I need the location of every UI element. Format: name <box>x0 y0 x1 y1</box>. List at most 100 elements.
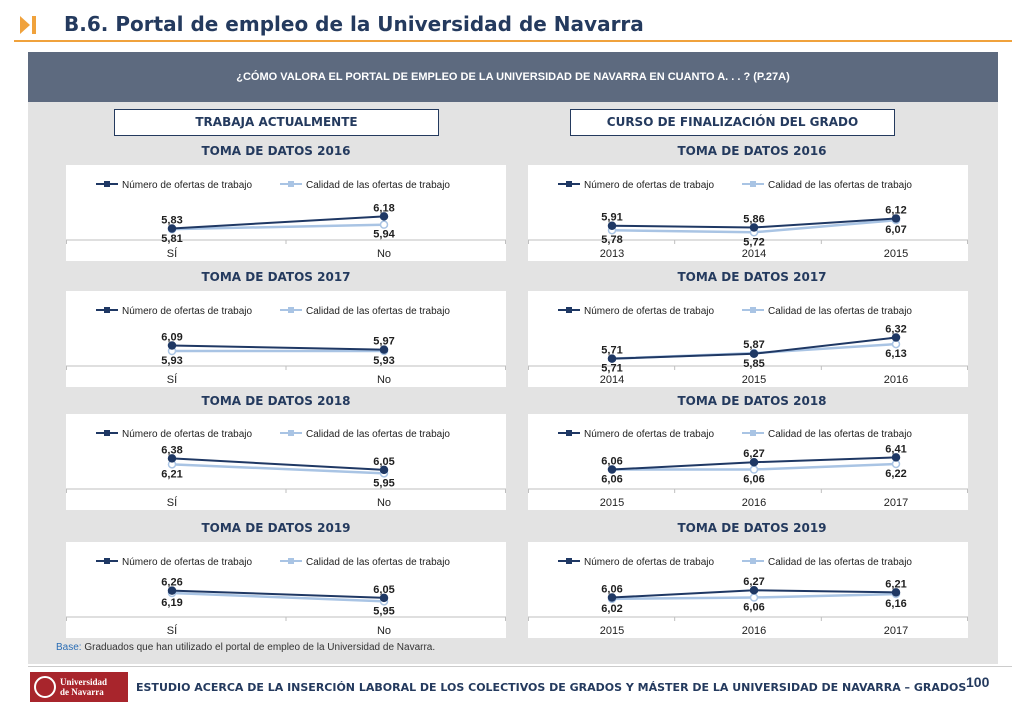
chart-svg: Número de ofertas de trabajo Calidad de l… <box>66 306 506 386</box>
chart-left-2019: Número de ofertas de trabajo Calidad de l… <box>66 542 506 638</box>
base-note: Base: Graduados que han utilizado el por… <box>56 642 435 653</box>
x-tick-label: 2016 <box>742 625 766 637</box>
series-line <box>171 457 385 471</box>
legend-marker <box>750 430 756 436</box>
series-line <box>171 215 385 230</box>
x-tick-label: No <box>377 374 391 386</box>
data-label: 6,06 <box>743 602 764 614</box>
chart-title-right-2017: TOMA DE DATOS 2017 <box>677 270 827 284</box>
chart-left-2017: Número de ofertas de trabajo Calidad de l… <box>66 291 506 387</box>
data-label: 5,87 <box>743 339 764 351</box>
series-line <box>171 591 385 603</box>
chart-right-2019: Número de ofertas de trabajo Calidad de l… <box>528 542 968 638</box>
data-point <box>749 223 759 232</box>
chart-svg: Número de ofertas de trabajo Calidad de l… <box>66 180 506 260</box>
data-label: 6,09 <box>161 331 182 343</box>
chart-right-2016: Número de ofertas de trabajo Calidad de l… <box>528 165 968 261</box>
data-label: 6,16 <box>885 598 906 610</box>
chart-right-2017: Número de ofertas de trabajo Calidad de l… <box>528 291 968 387</box>
data-label: 6,41 <box>885 443 906 455</box>
legend-marker <box>750 558 756 564</box>
data-label: 6,21 <box>885 578 906 590</box>
legend-label: Calidad de las ofertas de trabajo <box>768 180 912 191</box>
data-point <box>379 593 389 603</box>
legend-marker <box>750 307 756 313</box>
series-line <box>171 344 385 351</box>
chevron-right-icon <box>20 16 36 34</box>
chart-svg: Número de ofertas de trabajo Calidad de l… <box>528 180 968 260</box>
chart-svg: Número de ofertas de trabajo Calidad de l… <box>528 306 968 386</box>
data-label: 6,06 <box>743 474 764 486</box>
chart-svg: Número de ofertas de trabajo Calidad de l… <box>528 429 968 509</box>
data-point <box>607 593 617 602</box>
data-label: 6,13 <box>885 348 906 360</box>
data-label: 5,97 <box>373 336 394 348</box>
chart-right-2018: Número de ofertas de trabajo Calidad de l… <box>528 414 968 510</box>
question-banner: ¿CÓMO VALORA EL PORTAL DE EMPLEO DE LA U… <box>28 52 998 102</box>
footer-divider <box>28 666 1012 667</box>
seal-icon <box>34 676 56 698</box>
chart-svg: Número de ofertas de trabajo Calidad de l… <box>528 557 968 637</box>
x-tick-label: 2014 <box>600 374 624 386</box>
data-label: 6,18 <box>373 202 394 214</box>
footer-text: ESTUDIO ACERCA DE LA INSERCIÓN LABORAL D… <box>136 681 967 694</box>
data-point <box>891 588 901 597</box>
legend-label: Número de ofertas de trabajo <box>122 557 253 568</box>
page-number: 100 <box>966 674 990 690</box>
legend-label: Calidad de las ofertas de trabajo <box>306 180 450 191</box>
right-column-header: CURSO DE FINALIZACIÓN DEL GRADO <box>570 109 895 136</box>
data-point <box>379 220 389 229</box>
base-label: Base: <box>56 642 82 653</box>
chart-title-right-2018: TOMA DE DATOS 2018 <box>677 394 827 408</box>
x-tick-label: 2017 <box>884 625 908 637</box>
legend-marker <box>566 558 572 564</box>
data-point <box>607 354 617 363</box>
data-point <box>749 457 759 467</box>
legend-marker <box>566 430 572 436</box>
data-label: 6,19 <box>161 597 182 609</box>
data-point <box>167 224 177 233</box>
legend-marker <box>104 430 110 436</box>
legend-label: Número de ofertas de trabajo <box>122 306 253 317</box>
data-label: 6,32 <box>885 324 906 336</box>
data-label: 5,72 <box>743 236 764 248</box>
x-tick-label: SÍ <box>167 624 178 637</box>
legend-label: Calidad de las ofertas de trabajo <box>306 557 450 568</box>
data-label: 5,95 <box>373 605 394 617</box>
x-tick-label: 2015 <box>884 248 908 260</box>
data-label: 6,22 <box>885 468 906 480</box>
legend-label: Número de ofertas de trabajo <box>584 306 715 317</box>
data-label: 5,91 <box>601 212 622 224</box>
data-label: 5,86 <box>743 213 764 225</box>
x-tick-label: 2013 <box>600 248 624 260</box>
data-label: 6,27 <box>743 448 764 460</box>
legend-marker <box>566 181 572 187</box>
legend-marker <box>288 558 294 564</box>
logo-line2: de Navarra <box>60 687 104 697</box>
data-point <box>749 593 759 602</box>
data-label: 6,05 <box>373 584 394 596</box>
series-line <box>171 223 385 231</box>
base-text: Graduados que han utilizado el portal de… <box>81 642 436 653</box>
chart-title-left-2018: TOMA DE DATOS 2018 <box>201 394 351 408</box>
chart-left-2016: Número de ofertas de trabajo Calidad de l… <box>66 165 506 261</box>
legend-label: Calidad de las ofertas de trabajo <box>306 429 450 440</box>
data-point <box>607 465 617 474</box>
data-label: 5,93 <box>161 355 182 367</box>
data-point <box>607 221 617 230</box>
data-label: 6,21 <box>161 468 182 480</box>
data-label: 5,95 <box>373 477 394 489</box>
legend-marker <box>750 181 756 187</box>
legend-label: Número de ofertas de trabajo <box>584 557 715 568</box>
chart-title-left-2019: TOMA DE DATOS 2019 <box>201 521 351 535</box>
legend-marker <box>288 430 294 436</box>
data-label: 6,27 <box>743 576 764 588</box>
logo-line1: Universidad <box>60 677 108 687</box>
data-label: 6,26 <box>161 577 182 589</box>
data-label: 5,71 <box>601 345 622 357</box>
legend-marker <box>288 181 294 187</box>
chart-svg: Número de ofertas de trabajo Calidad de l… <box>66 429 506 509</box>
series-line <box>171 463 385 475</box>
x-tick-label: SÍ <box>167 247 178 260</box>
x-tick-label: No <box>377 625 391 637</box>
